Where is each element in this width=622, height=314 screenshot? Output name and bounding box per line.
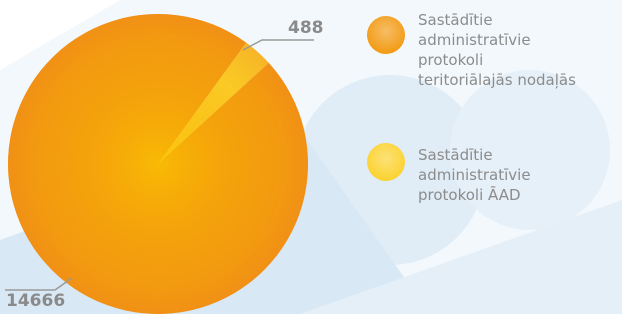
legend-swatch-shine	[367, 16, 405, 54]
value-label: 488	[288, 18, 324, 38]
page: 488 14666 Sastādītie administratīvie pro…	[0, 0, 622, 314]
pie	[8, 14, 308, 314]
legend-label: Sastādītie administratīvie protokoli ter…	[418, 10, 576, 90]
legend-label: Sastādītie administratīvie protokoli ĀAD	[418, 145, 531, 205]
legend-swatch-shine	[367, 143, 405, 181]
value-label: 14666	[6, 291, 65, 311]
